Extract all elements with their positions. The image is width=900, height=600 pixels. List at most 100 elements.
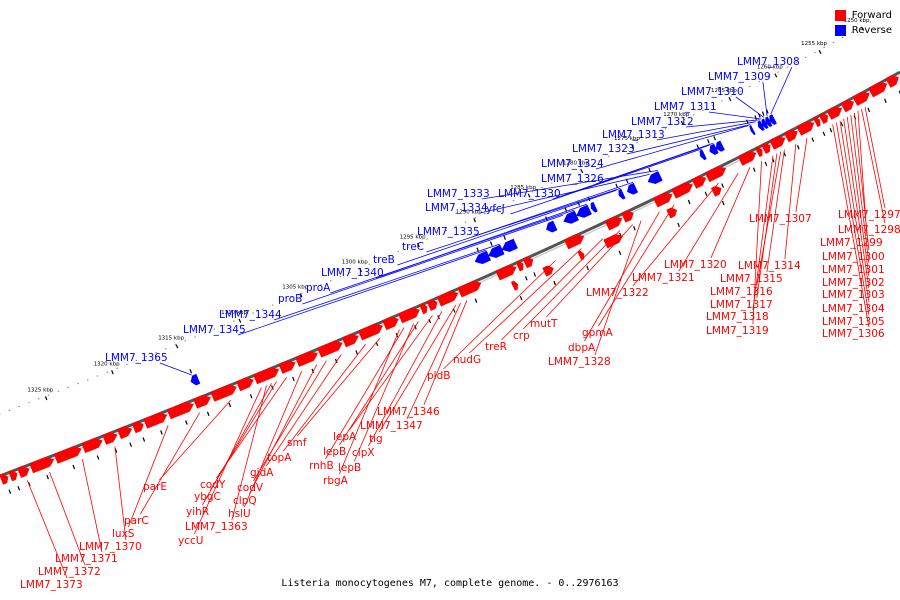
forward-gene-arrow xyxy=(341,333,359,348)
forward-gene-arrow xyxy=(419,303,428,315)
forward-leader-line xyxy=(378,304,457,433)
reverse-gene-arrow xyxy=(488,244,505,258)
forward-gene-arrow xyxy=(515,260,524,272)
gene-tick xyxy=(17,486,21,491)
reverse-gene-label: LMM7_1311 xyxy=(654,101,717,113)
forward-gene-arrow xyxy=(666,207,678,219)
forward-gene-label: lepA xyxy=(333,431,357,443)
forward-swatch xyxy=(834,10,846,21)
forward-gene-label: LMM7_1306 xyxy=(822,328,885,340)
forward-gene-label: LMM7_1301 xyxy=(822,264,885,276)
reverse-gene-arrow xyxy=(545,220,558,233)
map-caption: Listeria monocytogenes M7, complete geno… xyxy=(281,578,619,589)
forward-gene-arrow xyxy=(563,234,585,250)
forward-gene-arrow xyxy=(495,265,517,281)
forward-gene-label: LMM7_1319 xyxy=(706,325,769,337)
reverse-gene-label: LMM7_1345 xyxy=(183,324,246,336)
reverse-leader-line xyxy=(510,148,702,215)
forward-gene-arrow xyxy=(436,290,459,307)
forward-gene-label: yihR xyxy=(186,506,209,518)
reverse-gene-label: LMM7_1308 xyxy=(737,56,800,68)
forward-leader-line xyxy=(469,248,582,354)
reverse-gene-label: proB xyxy=(278,293,302,305)
forward-gene-label: LMM7_1322 xyxy=(586,287,649,299)
forward-gene-arrow xyxy=(317,340,343,358)
kbp-tick-label: 1265 kbp xyxy=(711,88,737,94)
gene-tick xyxy=(721,183,724,188)
forward-gene-label: luxS xyxy=(112,528,135,540)
forward-gene-arrow xyxy=(510,280,518,291)
gene-tick xyxy=(677,222,680,228)
forward-leader-line xyxy=(854,112,870,251)
gene-tick xyxy=(761,111,765,116)
forward-gene-arrow xyxy=(577,250,585,261)
forward-leader-line xyxy=(423,300,468,406)
reverse-gene-label: yfcJ xyxy=(486,203,505,215)
kbp-tick-label: 1320 kbp xyxy=(94,361,120,367)
gene-tick xyxy=(766,109,769,114)
legend-item-reverse: Reverse xyxy=(834,23,892,38)
forward-leader-line xyxy=(349,315,433,431)
gene-tick xyxy=(754,115,757,120)
forward-gene-arrow xyxy=(117,426,133,440)
legend-label-forward: Forward xyxy=(851,10,892,21)
reverse-gene-label: LMM7_1312 xyxy=(631,116,694,128)
reverse-gene-arrow xyxy=(563,210,580,224)
forward-leader-line xyxy=(839,120,870,303)
kbp-tick-label: 1275 kbp xyxy=(614,136,640,142)
reverse-leader-line xyxy=(330,209,575,294)
forward-leader-line xyxy=(266,354,342,467)
forward-gene-arrow xyxy=(81,437,103,454)
kbp-tick-label: 1290 kbp xyxy=(456,209,482,215)
forward-gene-arrow xyxy=(17,465,30,478)
reverse-gene-label: LMM7_1326 xyxy=(541,173,604,185)
kbp-tick xyxy=(359,268,362,273)
kbp-tick xyxy=(111,370,114,375)
gene-tick xyxy=(292,376,295,382)
forward-gene-label: crp xyxy=(513,330,530,342)
forward-gene-arrow xyxy=(652,192,673,208)
gene-tick xyxy=(618,250,622,256)
gene-tick xyxy=(615,183,618,189)
forward-gene-label: LMM7_1316 xyxy=(710,286,773,298)
kbp-tick xyxy=(774,73,778,78)
gene-tick xyxy=(764,161,768,167)
forward-gene-arrow xyxy=(840,99,854,113)
forward-gene-label: LMM7_1321 xyxy=(632,272,695,284)
reverse-gene-arrow xyxy=(190,373,201,386)
forward-gene-label: LMM7_1315 xyxy=(720,273,783,285)
forward-gene-arrow xyxy=(760,142,771,154)
forward-gene-arrow xyxy=(691,175,707,189)
reverse-leader-line xyxy=(237,249,487,336)
forward-gene-arrow xyxy=(826,106,843,120)
forward-gene-arrow xyxy=(278,360,296,374)
kbp-tick xyxy=(680,120,684,125)
forward-gene-label: LMM7_1372 xyxy=(38,566,101,578)
reverse-gene-arrow xyxy=(618,188,626,200)
gene-tick xyxy=(840,122,844,127)
forward-gene-arrow xyxy=(812,116,821,128)
forward-gene-label: parE xyxy=(143,481,167,493)
forward-gene-label: LMM7_1371 xyxy=(55,553,118,565)
forward-gene-label: dbpA xyxy=(568,342,596,354)
reverse-gene-label: LMM7_1330 xyxy=(498,188,561,200)
reverse-gene-label: LMM7_1340 xyxy=(321,267,384,279)
forward-leader-line xyxy=(836,122,870,316)
reverse-leader-line xyxy=(762,81,768,117)
kbp-tick xyxy=(417,243,420,248)
forward-gene-label: LMM7_1317 xyxy=(710,299,773,311)
forward-gene-arrow xyxy=(131,421,144,434)
kbp-tick-label: 1325 kbp xyxy=(27,387,53,393)
kbp-tick-label: 1260 kbp xyxy=(757,65,783,71)
forward-leader-line xyxy=(795,138,808,213)
forward-gene-label: LMM7_1307 xyxy=(749,213,812,225)
kbp-tick xyxy=(238,318,242,323)
forward-gene-label: clpQ xyxy=(233,495,257,507)
gene-tick xyxy=(519,295,523,301)
forward-gene-label: yccU xyxy=(178,535,203,547)
gene-tick xyxy=(884,98,887,104)
forward-gene-arrow xyxy=(143,412,168,429)
forward-gene-arrow xyxy=(193,394,211,409)
gene-tick xyxy=(524,276,528,281)
